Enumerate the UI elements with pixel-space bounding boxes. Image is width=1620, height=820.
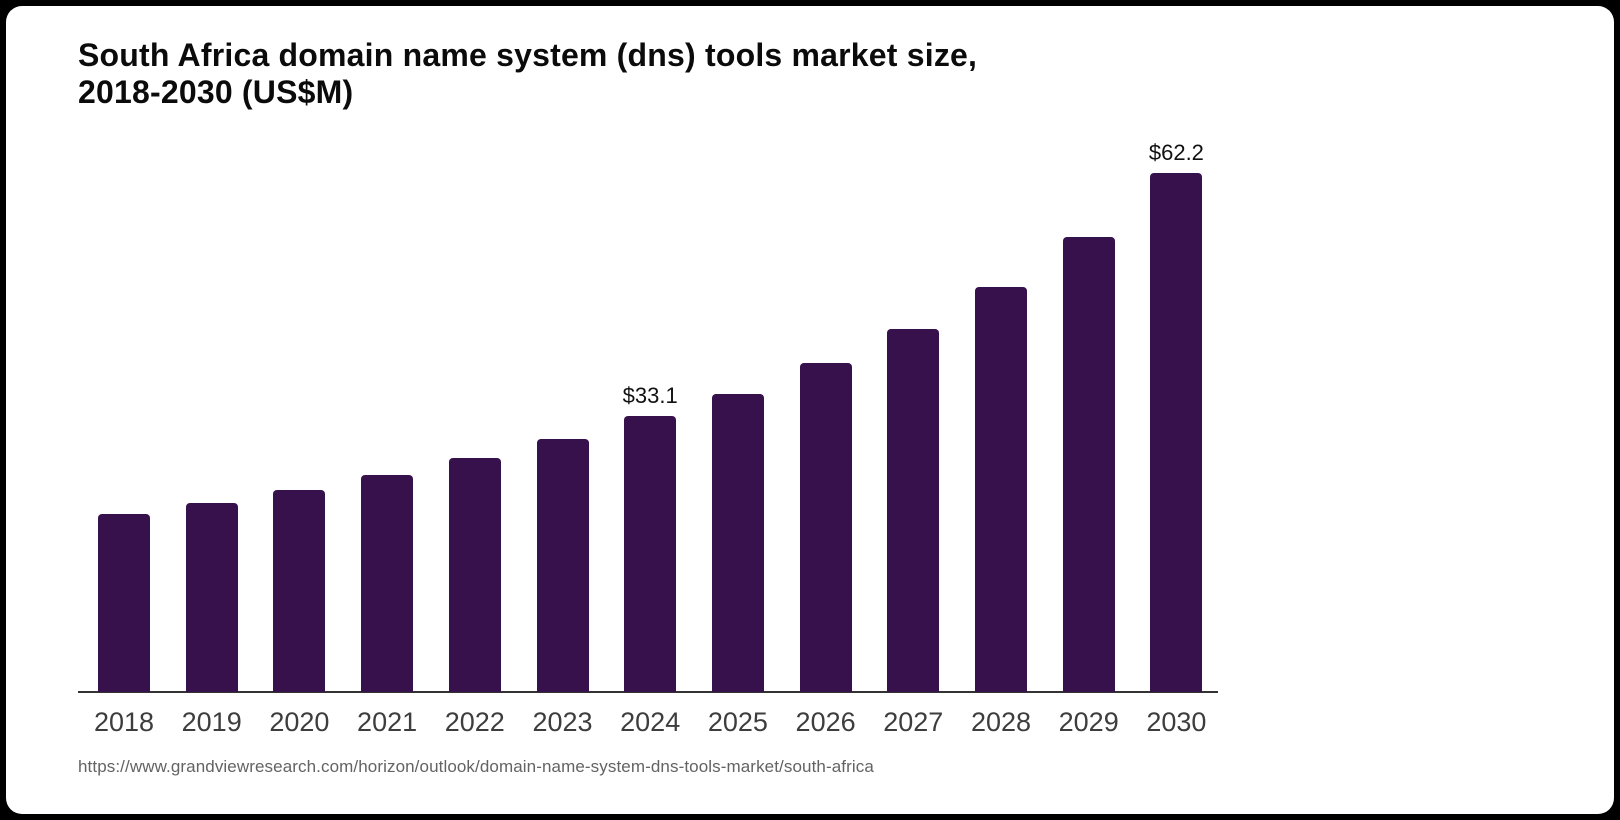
bar-2029: [1062, 237, 1115, 692]
chart-card: South Africa domain name system (dns) to…: [6, 6, 1614, 814]
x-tick-2020: 2020: [269, 707, 330, 737]
bar-2026: [799, 363, 852, 692]
x-tick-2021: 2021: [357, 707, 418, 737]
x-tick-2019: 2019: [181, 707, 242, 737]
value-label-2030: $62.2: [1148, 140, 1204, 165]
x-tick-2023: 2023: [532, 707, 593, 737]
chart-title-line-1: South Africa domain name system (dns) to…: [78, 37, 978, 73]
bar-2020: [273, 490, 326, 692]
plot-area: 2018 2019 2020 2021 2022 2023 $33.1 2024 2025 202…: [78, 139, 1218, 737]
x-axis-line: [78, 691, 1218, 693]
value-label-2024: $33.1: [622, 383, 678, 408]
x-tick-2026: 2026: [795, 707, 856, 737]
x-tick-2029: 2029: [1058, 707, 1119, 737]
bar-2019: [185, 503, 238, 692]
x-tick-2028: 2028: [970, 707, 1032, 737]
bar-2027: [887, 329, 940, 692]
chart-title-line-2: 2018-2030 (US$M): [78, 74, 354, 110]
bar-2022: [448, 458, 501, 692]
bar-2021: [361, 475, 414, 692]
bar-2018: [98, 514, 150, 692]
bar-2025: [711, 394, 764, 692]
chart-title: South Africa domain name system (dns) to…: [78, 37, 977, 111]
source-url: https://www.grandviewresearch.com/horizo…: [78, 757, 874, 776]
x-tick-2025: 2025: [707, 707, 768, 737]
x-tick-2027: 2027: [883, 707, 944, 737]
x-tick-2022: 2022: [444, 707, 505, 737]
x-tick-2018: 2018: [93, 707, 155, 737]
bar-2024: [624, 416, 677, 692]
bar-2023: [536, 439, 589, 692]
x-tick-2030: 2030: [1146, 707, 1207, 737]
bar-2030: [1150, 173, 1203, 692]
bar-2028: [975, 287, 1027, 692]
x-tick-2024: 2024: [620, 707, 681, 737]
